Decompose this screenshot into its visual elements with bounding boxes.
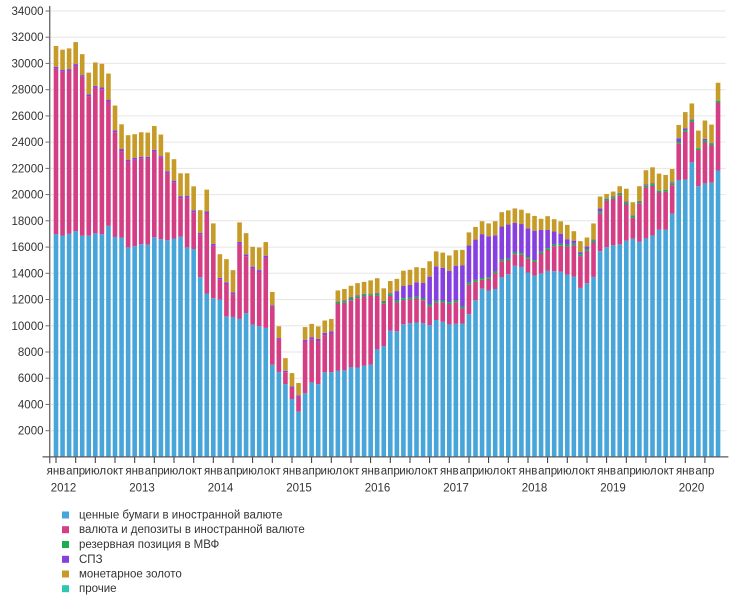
svg-text:2015: 2015 — [286, 483, 312, 495]
svg-text:2014: 2014 — [208, 483, 234, 495]
svg-text:резервная позиция в МВФ: резервная позиция в МВФ — [79, 539, 220, 551]
svg-text:14000: 14000 — [12, 268, 44, 280]
svg-text:2020: 2020 — [679, 483, 705, 495]
svg-text:32000: 32000 — [12, 32, 44, 44]
svg-text:апр: апр — [302, 466, 321, 478]
svg-text:окт: окт — [185, 466, 203, 478]
svg-text:янв: янв — [204, 466, 223, 478]
svg-text:16000: 16000 — [12, 242, 44, 254]
svg-text:22000: 22000 — [12, 163, 44, 175]
svg-text:монетарное золото: монетарное золото — [79, 569, 182, 581]
svg-text:апр: апр — [459, 466, 478, 478]
svg-text:окт: окт — [500, 466, 518, 478]
svg-text:июл: июл — [399, 466, 421, 478]
svg-text:апр: апр — [381, 466, 400, 478]
svg-text:янв: янв — [440, 466, 459, 478]
svg-text:янв: янв — [676, 466, 695, 478]
svg-text:2018: 2018 — [522, 483, 548, 495]
svg-text:окт: окт — [107, 466, 125, 478]
svg-text:янв: янв — [597, 466, 616, 478]
svg-text:2012: 2012 — [51, 483, 77, 495]
svg-text:2000: 2000 — [18, 426, 44, 438]
svg-text:апр: апр — [66, 466, 85, 478]
svg-text:34000: 34000 — [12, 6, 44, 18]
svg-text:июл: июл — [321, 466, 343, 478]
svg-text:СПЗ: СПЗ — [79, 554, 103, 566]
svg-text:ценные бумаги в иностранной ва: ценные бумаги в иностранной валюте — [79, 510, 282, 522]
svg-text:8000: 8000 — [18, 347, 44, 359]
svg-text:июл: июл — [242, 466, 264, 478]
svg-text:30000: 30000 — [12, 58, 44, 70]
svg-text:18000: 18000 — [12, 216, 44, 228]
svg-text:прочие: прочие — [79, 583, 117, 595]
svg-text:2017: 2017 — [443, 483, 469, 495]
svg-text:2019: 2019 — [600, 483, 626, 495]
svg-text:окт: окт — [657, 466, 675, 478]
svg-text:2013: 2013 — [129, 483, 155, 495]
svg-text:янв: янв — [47, 466, 66, 478]
svg-text:апр: апр — [223, 466, 242, 478]
svg-text:10000: 10000 — [12, 321, 44, 333]
svg-text:26000: 26000 — [12, 111, 44, 123]
svg-text:янв: янв — [361, 466, 380, 478]
svg-text:валюта и депозиты в иностранно: валюта и депозиты в иностранной валюте — [79, 524, 305, 536]
svg-text:апр: апр — [695, 466, 714, 478]
svg-text:янв: янв — [283, 466, 302, 478]
svg-text:6000: 6000 — [18, 373, 44, 385]
svg-text:12000: 12000 — [12, 295, 44, 307]
svg-text:янв: янв — [519, 466, 538, 478]
svg-text:июл: июл — [85, 466, 107, 478]
svg-text:апр: апр — [617, 466, 636, 478]
svg-text:28000: 28000 — [12, 85, 44, 97]
svg-text:2016: 2016 — [365, 483, 391, 495]
svg-text:окт: окт — [343, 466, 361, 478]
svg-text:окт: окт — [579, 466, 597, 478]
svg-text:апр: апр — [538, 466, 557, 478]
svg-text:20000: 20000 — [12, 190, 44, 202]
svg-text:окт: окт — [421, 466, 439, 478]
svg-text:24000: 24000 — [12, 137, 44, 149]
svg-text:июл: июл — [635, 466, 657, 478]
svg-text:июл: июл — [478, 466, 500, 478]
svg-text:июл: июл — [163, 466, 185, 478]
svg-text:окт: окт — [264, 466, 282, 478]
svg-text:янв: янв — [125, 466, 144, 478]
svg-text:4000: 4000 — [18, 399, 44, 411]
svg-text:июл: июл — [557, 466, 579, 478]
svg-text:апр: апр — [145, 466, 164, 478]
